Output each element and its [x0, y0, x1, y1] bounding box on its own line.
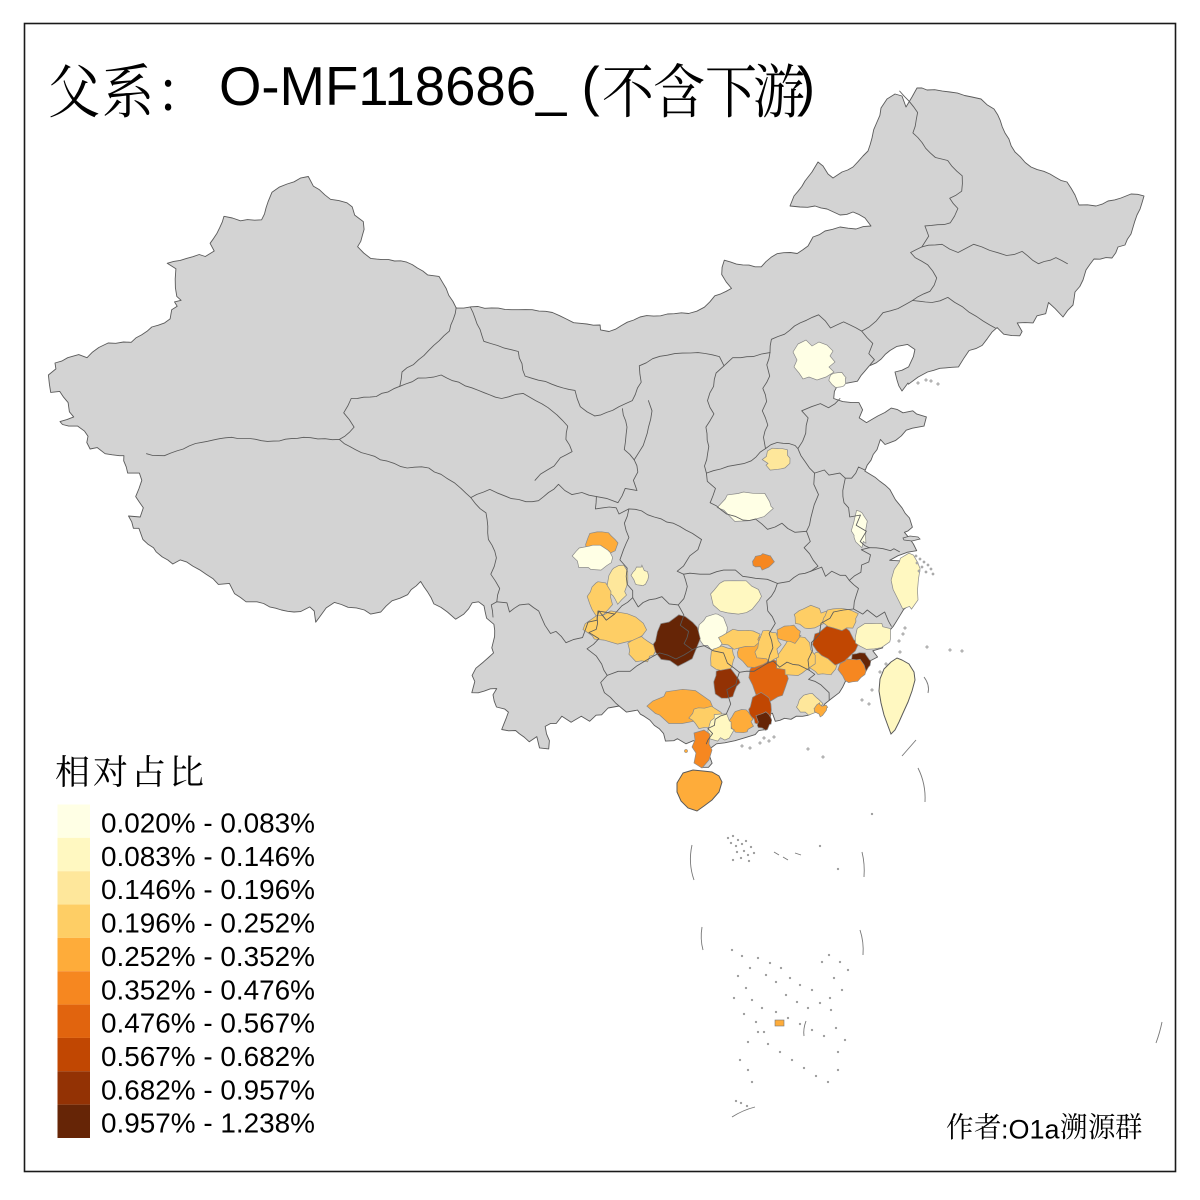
svg-text:0.682% - 0.957%: 0.682% - 0.957% — [101, 1074, 315, 1105]
svg-text::O1a: :O1a — [1001, 1115, 1061, 1145]
svg-text:0.020% - 0.083%: 0.020% - 0.083% — [101, 808, 315, 839]
svg-text:0.252% - 0.352%: 0.252% - 0.352% — [101, 941, 315, 972]
svg-text:O-MF118686_ (: O-MF118686_ ( — [219, 56, 600, 117]
svg-text:0.146% - 0.196%: 0.146% - 0.196% — [101, 874, 315, 905]
svg-text:): ) — [797, 56, 815, 117]
svg-text:0.352% - 0.476%: 0.352% - 0.476% — [101, 974, 315, 1005]
svg-text:0.567% - 0.682%: 0.567% - 0.682% — [101, 1041, 315, 1072]
svg-text:0.196% - 0.252%: 0.196% - 0.252% — [101, 908, 315, 939]
svg-text:0.957% - 1.238%: 0.957% - 1.238% — [101, 1108, 315, 1139]
svg-text:0.476% - 0.567%: 0.476% - 0.567% — [101, 1008, 315, 1039]
svg-text:0.083% - 0.146%: 0.083% - 0.146% — [101, 841, 315, 872]
